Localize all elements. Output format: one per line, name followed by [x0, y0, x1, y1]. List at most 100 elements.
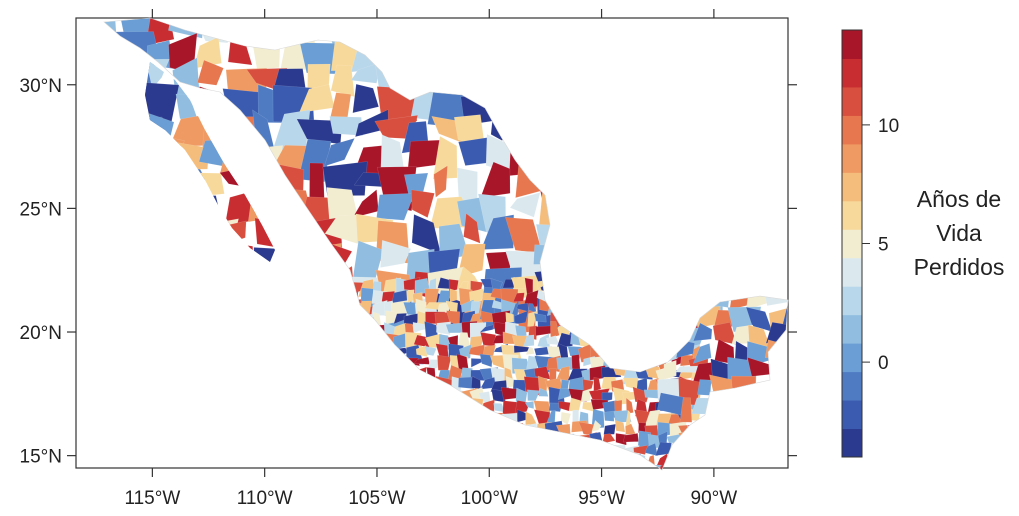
municipality-region — [250, 291, 273, 327]
municipality-region — [568, 397, 582, 412]
municipality-region — [513, 110, 545, 147]
municipality-region — [501, 468, 521, 470]
municipality-region — [432, 135, 458, 180]
color-legend-swatch — [842, 257, 862, 287]
municipality-region — [624, 322, 645, 336]
municipality-region — [667, 335, 680, 350]
municipality-region — [301, 292, 327, 331]
municipality-region — [544, 435, 562, 448]
municipality-region — [463, 213, 481, 244]
municipality-region — [667, 299, 681, 319]
municipality-region — [488, 63, 527, 96]
municipality-region — [480, 161, 511, 198]
country-outline — [103, 17, 789, 471]
municipality-region — [480, 332, 497, 347]
municipality-region — [580, 388, 592, 402]
municipality-region — [611, 454, 627, 470]
municipality-region — [567, 442, 579, 460]
municipality-region — [603, 309, 618, 326]
municipality-region — [558, 277, 573, 296]
municipality-region — [688, 454, 706, 470]
municipality-region — [745, 392, 772, 421]
municipality-region — [426, 38, 465, 71]
municipality-region — [368, 365, 387, 383]
municipality-region — [479, 324, 494, 333]
municipality-region — [735, 393, 755, 416]
municipality-region — [637, 302, 646, 317]
municipality-region — [624, 356, 636, 368]
municipality-region — [361, 441, 371, 457]
y-tick-label: 30°N — [20, 76, 62, 97]
municipality-region — [632, 386, 650, 403]
municipality-region — [494, 442, 512, 456]
municipality-region — [532, 34, 557, 68]
municipality-region — [480, 214, 515, 250]
color-legend-swatch — [842, 143, 862, 173]
municipality-region — [578, 421, 595, 435]
municipality-region — [658, 314, 668, 323]
municipality-region — [199, 244, 227, 271]
municipality-region — [448, 387, 465, 402]
municipality-region — [440, 410, 448, 423]
municipality-region — [691, 397, 727, 415]
municipality-region — [322, 18, 369, 47]
municipality-region — [647, 299, 661, 314]
municipality-region — [391, 409, 408, 421]
municipality-region — [448, 278, 459, 292]
municipality-region — [104, 292, 131, 326]
color-legend-swatch — [842, 229, 862, 259]
municipality-region — [510, 83, 543, 110]
municipality-region — [545, 465, 562, 470]
municipality-region — [251, 38, 281, 70]
municipality-region — [611, 463, 627, 470]
color-legend-swatch — [842, 115, 862, 145]
municipality-region — [591, 301, 604, 313]
municipality-region — [644, 443, 658, 457]
municipality-region — [413, 409, 428, 428]
x-tick-label: 115°W — [124, 488, 180, 509]
municipality-region — [645, 343, 659, 357]
municipality-region — [524, 400, 535, 409]
municipality-region — [410, 18, 433, 52]
municipality-region — [381, 431, 392, 445]
y-tick-label: 15°N — [20, 447, 62, 468]
municipality-region — [413, 377, 426, 394]
municipality-region — [659, 299, 666, 318]
municipality-region — [787, 340, 788, 370]
municipality-region — [358, 410, 380, 423]
municipality-region — [433, 165, 448, 198]
municipality-region — [458, 376, 475, 390]
municipality-region — [458, 281, 469, 290]
municipality-region — [546, 288, 559, 304]
color-legend-swatch — [842, 371, 862, 401]
municipality-region — [539, 110, 566, 150]
municipality-region — [192, 275, 231, 315]
municipality-region — [655, 332, 676, 348]
municipality-region — [426, 431, 439, 447]
municipality-region — [634, 291, 652, 303]
municipality-region — [219, 139, 269, 174]
municipality-region — [603, 323, 620, 334]
municipality-region — [359, 343, 369, 356]
municipality-region — [322, 161, 368, 197]
municipality-region — [458, 443, 476, 456]
municipality-region — [657, 321, 665, 338]
municipality-region — [507, 62, 549, 103]
municipality-region — [412, 454, 428, 470]
municipality-region — [677, 291, 690, 299]
municipality-region — [535, 325, 553, 336]
municipality-region — [437, 387, 450, 404]
municipality-region — [528, 303, 538, 314]
municipality-region — [589, 456, 606, 470]
municipality-region — [679, 397, 693, 423]
municipality-region — [545, 444, 557, 459]
municipality-region — [605, 279, 618, 291]
municipality-region — [568, 277, 586, 292]
municipality-region — [654, 343, 672, 359]
municipality-region — [512, 292, 525, 302]
municipality-region — [458, 421, 469, 440]
municipality-region — [439, 422, 455, 433]
x-tick-label: 105°W — [348, 488, 405, 509]
municipality-region — [323, 137, 355, 167]
municipality-region — [380, 387, 397, 407]
